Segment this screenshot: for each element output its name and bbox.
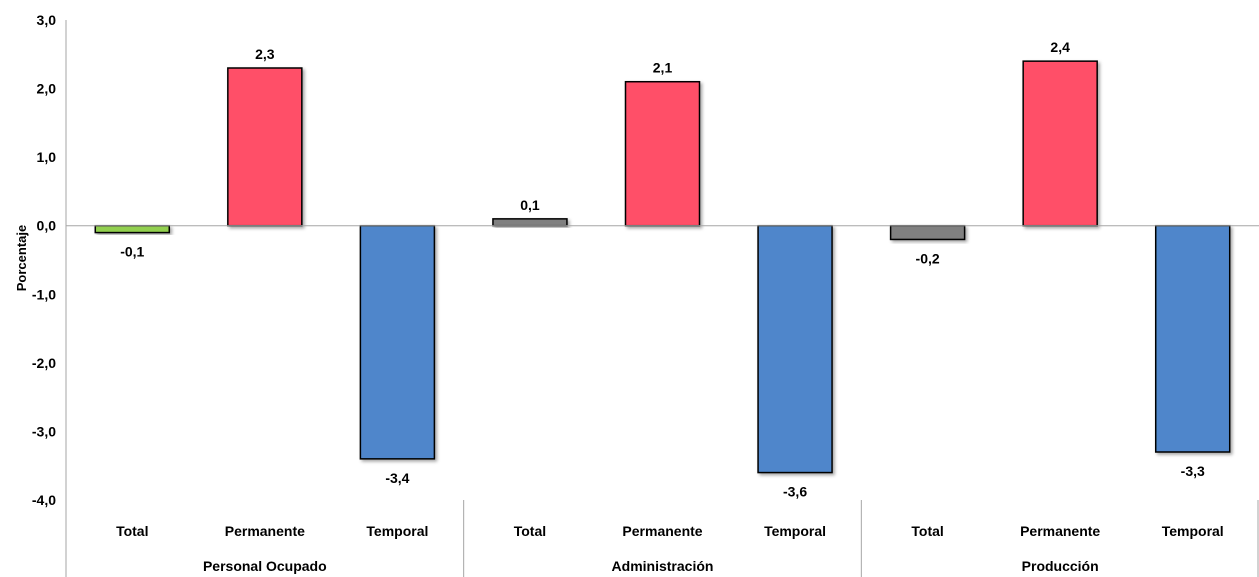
- category-label: Temporal: [366, 523, 428, 539]
- group-label: Producción: [1022, 558, 1099, 574]
- y-tick-label: 1,0: [37, 149, 57, 165]
- bar: [492, 218, 568, 227]
- category-label: Permanente: [1020, 523, 1100, 539]
- data-label: -0,2: [916, 250, 940, 266]
- y-tick-label: -2,0: [32, 355, 56, 371]
- bar: [1022, 60, 1098, 227]
- category-label: Permanente: [225, 523, 305, 539]
- group-label: Administración: [612, 558, 714, 574]
- data-label: -0,1: [120, 244, 144, 260]
- y-tick-label: -4,0: [32, 492, 56, 508]
- category-label: Temporal: [764, 523, 826, 539]
- y-tick-label: -1,0: [32, 286, 56, 302]
- data-label: 2,3: [255, 46, 275, 62]
- data-label: 0,1: [520, 197, 540, 213]
- bar: [757, 224, 833, 474]
- category-label: Permanente: [622, 523, 702, 539]
- bar: [359, 224, 436, 460]
- y-tick-label: 0,0: [37, 218, 57, 234]
- y-tick-labels: 3,0 2,0 1,0 0,0 -1,0 -2,0 -3,0 -4,0: [32, 12, 56, 508]
- y-tick-label: 2,0: [37, 81, 57, 97]
- category-label: Total: [116, 523, 148, 539]
- data-label: -3,4: [385, 470, 409, 486]
- y-axis-label: Porcentaje: [14, 225, 29, 291]
- category-labels: Total Permanente Temporal Total Permanente Te…: [116, 523, 1224, 574]
- y-tick-label: -3,0: [32, 423, 56, 439]
- data-label: 2,4: [1050, 39, 1070, 55]
- bar: [94, 224, 171, 234]
- data-label: -3,6: [783, 484, 807, 500]
- category-label: Total: [514, 523, 546, 539]
- bar: [1154, 224, 1231, 453]
- axes: [65, 20, 1259, 577]
- y-tick-label: 3,0: [37, 12, 57, 28]
- bar: [889, 224, 966, 241]
- data-label: -3,3: [1181, 463, 1205, 479]
- bars: -0,1 2,3 -3,4 0,1 2,1 -3,6 -0,2 2,4 -3,3: [94, 39, 1231, 500]
- bar: [227, 67, 303, 227]
- group-label: Personal Ocupado: [203, 558, 327, 574]
- category-label: Temporal: [1162, 523, 1224, 539]
- bar: [624, 80, 701, 227]
- data-label: 2,1: [653, 60, 673, 76]
- category-label: Total: [911, 523, 943, 539]
